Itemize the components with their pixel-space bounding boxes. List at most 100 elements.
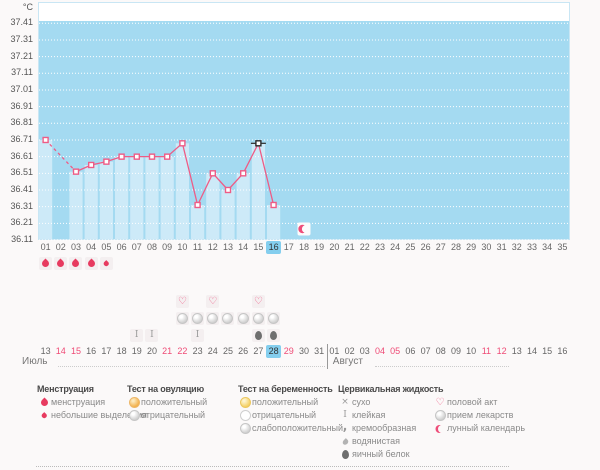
intercourse-icon: [178, 297, 187, 307]
day-bar: [251, 143, 265, 239]
date-Август-03[interactable]: 03: [359, 346, 370, 356]
legend-icon-wrap: [127, 397, 141, 408]
cycle-day-22[interactable]: 22: [359, 242, 370, 252]
date-Август-13[interactable]: 13: [511, 346, 522, 356]
date-Август-07[interactable]: 07: [420, 346, 431, 356]
circle-gray-icon: [128, 410, 140, 421]
cycle-day-06[interactable]: 06: [116, 242, 127, 252]
cycle-day-23[interactable]: 23: [374, 242, 385, 252]
date-Август-11[interactable]: 11: [481, 346, 492, 356]
cycle-day-21[interactable]: 21: [344, 242, 355, 252]
ovulation-test-negative-icon: [207, 313, 219, 324]
moon-icon: [438, 425, 446, 433]
date-Август-14[interactable]: 14: [526, 346, 537, 356]
y-tick-36.81: 36.81: [10, 117, 33, 128]
cycle-day-14[interactable]: 14: [238, 242, 249, 252]
legend-item-egg: яичный белок: [338, 448, 443, 461]
cervical-sticky: [191, 329, 204, 342]
cycle-day-33[interactable]: 33: [526, 242, 537, 252]
legend-header: Тест на овуляцию: [127, 384, 205, 394]
cycle-day-32[interactable]: 32: [511, 242, 522, 252]
day-bar: [221, 189, 235, 239]
temp-marker: [148, 153, 156, 160]
cycle-day-09[interactable]: 09: [162, 242, 173, 252]
cycle-day-15[interactable]: 15: [253, 242, 264, 252]
circle-med-icon: [434, 410, 446, 421]
date-Июль-26[interactable]: 26: [238, 346, 249, 356]
date-Июль-14[interactable]: 14: [55, 346, 66, 356]
date-Август-09[interactable]: 09: [450, 346, 461, 356]
cycle-day-26[interactable]: 26: [420, 242, 431, 252]
legend-label: лунный календарь: [447, 423, 526, 433]
date-Июль-15[interactable]: 15: [70, 346, 81, 356]
date-Август-10[interactable]: 10: [466, 346, 477, 356]
cycle-day-08[interactable]: 08: [146, 242, 157, 252]
cycle-day-31[interactable]: 31: [496, 242, 507, 252]
cycle-day-28[interactable]: 28: [450, 242, 461, 252]
cycle-day-12[interactable]: 12: [207, 242, 218, 252]
temp-marker-special: [255, 140, 262, 147]
date-Июль-17[interactable]: 17: [101, 346, 112, 356]
cycle-day-07[interactable]: 07: [131, 242, 142, 252]
cycle-day-02[interactable]: 02: [55, 242, 66, 252]
cycle-day-18[interactable]: 18: [298, 242, 309, 252]
date-Июль-27[interactable]: 27: [253, 346, 264, 356]
menstruation-heavy: [54, 257, 68, 270]
menstruation-heavy: [69, 257, 83, 270]
date-Август-02[interactable]: 02: [344, 346, 355, 356]
date-Июль-19[interactable]: 19: [131, 346, 142, 356]
month-label-july: Июль: [22, 356, 48, 367]
cycle-day-16[interactable]: 16: [266, 241, 282, 254]
date-Август-16[interactable]: 16: [557, 346, 568, 356]
cycle-day-17[interactable]: 17: [283, 242, 294, 252]
legend-item-drop-small: небольшие выделения: [37, 409, 147, 422]
date-Август-04[interactable]: 04: [374, 346, 385, 356]
y-tick-37.01: 37.01: [10, 83, 33, 94]
y-axis: °C 37.41 37.31 37.21 37.11 37.01 36.91 36.81 36…: [0, 0, 34, 252]
date-Август-15[interactable]: 15: [542, 346, 553, 356]
cycle-day-29[interactable]: 29: [466, 242, 477, 252]
date-Июль-29[interactable]: 29: [283, 346, 294, 356]
cycle-day-35[interactable]: 35: [557, 242, 568, 252]
y-tick-36.91: 36.91: [10, 100, 33, 111]
circle-white-icon: [239, 410, 251, 421]
ovulation-test-negative-icon: [176, 313, 188, 324]
date-Июль-16[interactable]: 16: [86, 346, 97, 356]
date-Август-05[interactable]: 05: [390, 346, 401, 356]
cycle-day-20[interactable]: 20: [329, 242, 340, 252]
date-Июль-22[interactable]: 22: [177, 346, 188, 356]
date-Июль-25[interactable]: 25: [222, 346, 233, 356]
cycle-day-30[interactable]: 30: [481, 242, 492, 252]
cycle-day-24[interactable]: 24: [390, 242, 401, 252]
date-Июль-23[interactable]: 23: [192, 346, 203, 356]
cycle-day-01[interactable]: 01: [40, 242, 51, 252]
cycle-day-13[interactable]: 13: [222, 242, 233, 252]
date-Июль-30[interactable]: 30: [298, 346, 309, 356]
day-bar: [39, 139, 53, 239]
y-tick-36.41: 36.41: [10, 183, 33, 194]
cycle-day-05[interactable]: 05: [101, 242, 112, 252]
cycle-day-03[interactable]: 03: [70, 242, 81, 252]
date-Август-12[interactable]: 12: [496, 346, 507, 356]
legend-item-circle-white: отрицательный: [238, 409, 343, 422]
ovulation-test-negative: [251, 312, 265, 325]
cycle-day-10[interactable]: 10: [177, 242, 188, 252]
date-Август-06[interactable]: 06: [405, 346, 416, 356]
date-Июль-28[interactable]: 28: [266, 345, 282, 358]
date-Август-08[interactable]: 08: [435, 346, 446, 356]
date-Август-01[interactable]: 01: [329, 346, 340, 356]
date-Июль-31[interactable]: 31: [314, 346, 325, 356]
cycle-day-34[interactable]: 34: [542, 242, 553, 252]
date-Июль-21[interactable]: 21: [162, 346, 173, 356]
legend-item-drop-large: менструация: [37, 396, 147, 409]
ovulation-test-negative: [206, 312, 220, 325]
cycle-day-04[interactable]: 04: [86, 242, 97, 252]
cycle-day-19[interactable]: 19: [314, 242, 325, 252]
date-Июль-24[interactable]: 24: [207, 346, 218, 356]
cycle-day-25[interactable]: 25: [405, 242, 416, 252]
date-Июль-20[interactable]: 20: [146, 346, 157, 356]
cycle-day-11[interactable]: 11: [192, 242, 203, 252]
date-Июль-18[interactable]: 18: [116, 346, 127, 356]
date-Июль-13[interactable]: 13: [40, 346, 51, 356]
cycle-day-27[interactable]: 27: [435, 242, 446, 252]
